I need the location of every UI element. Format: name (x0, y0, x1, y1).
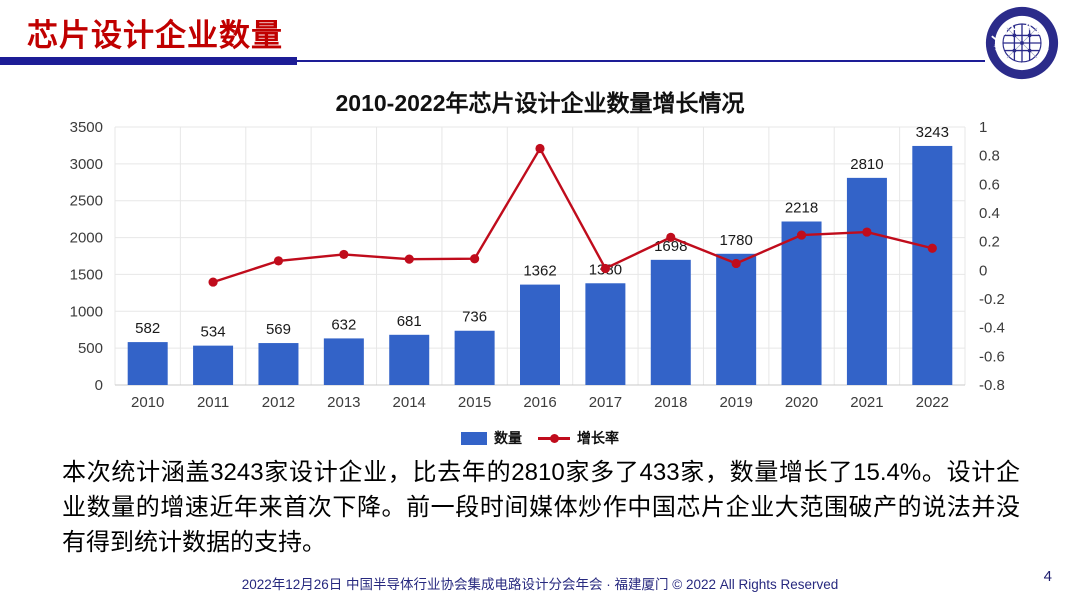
legend-item-bars: 数量 (461, 428, 522, 448)
svg-text:2014: 2014 (393, 394, 426, 411)
svg-text:3243: 3243 (916, 124, 949, 141)
svg-text:2020: 2020 (785, 394, 818, 411)
svg-text:-0.2: -0.2 (979, 291, 1005, 308)
svg-text:2011: 2011 (197, 394, 229, 411)
svg-text:2016: 2016 (523, 394, 556, 411)
svg-text:500: 500 (78, 340, 103, 357)
svg-text:2021: 2021 (850, 394, 883, 411)
svg-text:534: 534 (201, 324, 226, 341)
line-series-swatch (538, 433, 570, 443)
summary-paragraph: 本次统计涵盖3243家设计企业，比去年的2810家多了433家，数量增长了15.… (62, 459, 1020, 556)
svg-text:0.6: 0.6 (979, 176, 1000, 193)
title-underline-thick (0, 57, 297, 65)
combo-chart: 3500 3000 2500 2000 1500 1000 500 0 1 0.8 0.6 0.4 0.… (70, 119, 1005, 411)
logo-globe-dots (1012, 33, 1032, 53)
svg-text:-0.4: -0.4 (979, 320, 1005, 337)
svg-text:2810: 2810 (850, 156, 883, 173)
chart-legend: 数量 增长率 (0, 428, 1080, 448)
svg-text:3000: 3000 (70, 156, 103, 173)
svg-text:2012: 2012 (262, 394, 295, 411)
svg-text:2022: 2022 (916, 394, 949, 411)
title-underline-thin (297, 60, 985, 62)
svg-text:2019: 2019 (719, 394, 752, 411)
svg-text:3500: 3500 (70, 119, 103, 136)
chart-title: 2010-2022年芯片设计企业数量增长情况 (335, 90, 745, 116)
footer-copyright: 2022年12月26日 中国半导体行业协会集成电路设计分会年会 · 福建厦门 ©… (241, 577, 839, 592)
svg-text:0.4: 0.4 (979, 205, 1000, 222)
svg-text:2015: 2015 (458, 394, 491, 411)
legend-item-line: 增长率 (538, 428, 619, 448)
svg-text:681: 681 (397, 313, 422, 330)
svg-text:2018: 2018 (654, 394, 687, 411)
svg-text:-0.8: -0.8 (979, 377, 1005, 394)
svg-text:2218: 2218 (785, 200, 818, 217)
svg-text:2017: 2017 (589, 394, 622, 411)
line-marker-icon (549, 433, 559, 443)
svg-text:2000: 2000 (70, 230, 103, 247)
svg-text:632: 632 (331, 316, 356, 333)
svg-text:0: 0 (979, 262, 987, 279)
svg-text:0.2: 0.2 (979, 234, 1000, 251)
svg-text:0.8: 0.8 (979, 148, 1000, 165)
svg-text:1: 1 (979, 119, 987, 136)
svg-text:1780: 1780 (719, 232, 752, 249)
page-number: 4 (1043, 568, 1052, 585)
iccad-logo-icon: ICCAD 中国半导体行业协会集成电路设计分会 (985, 6, 1059, 80)
svg-text:1362: 1362 (523, 263, 556, 280)
page-title: 芯片设计企业数量 (27, 18, 283, 53)
svg-text:0: 0 (95, 377, 103, 394)
svg-text:582: 582 (135, 320, 160, 337)
svg-text:2500: 2500 (70, 193, 103, 210)
svg-text:2013: 2013 (327, 394, 360, 411)
svg-text:1500: 1500 (70, 266, 103, 283)
svg-text:-0.6: -0.6 (979, 348, 1005, 365)
legend-label-line: 增长率 (577, 430, 619, 446)
svg-text:569: 569 (266, 321, 291, 338)
svg-text:736: 736 (462, 309, 487, 326)
bar-series-swatch (461, 431, 487, 445)
svg-text:2010: 2010 (131, 394, 164, 411)
svg-text:1000: 1000 (70, 303, 103, 320)
legend-label-bars: 数量 (494, 430, 522, 446)
